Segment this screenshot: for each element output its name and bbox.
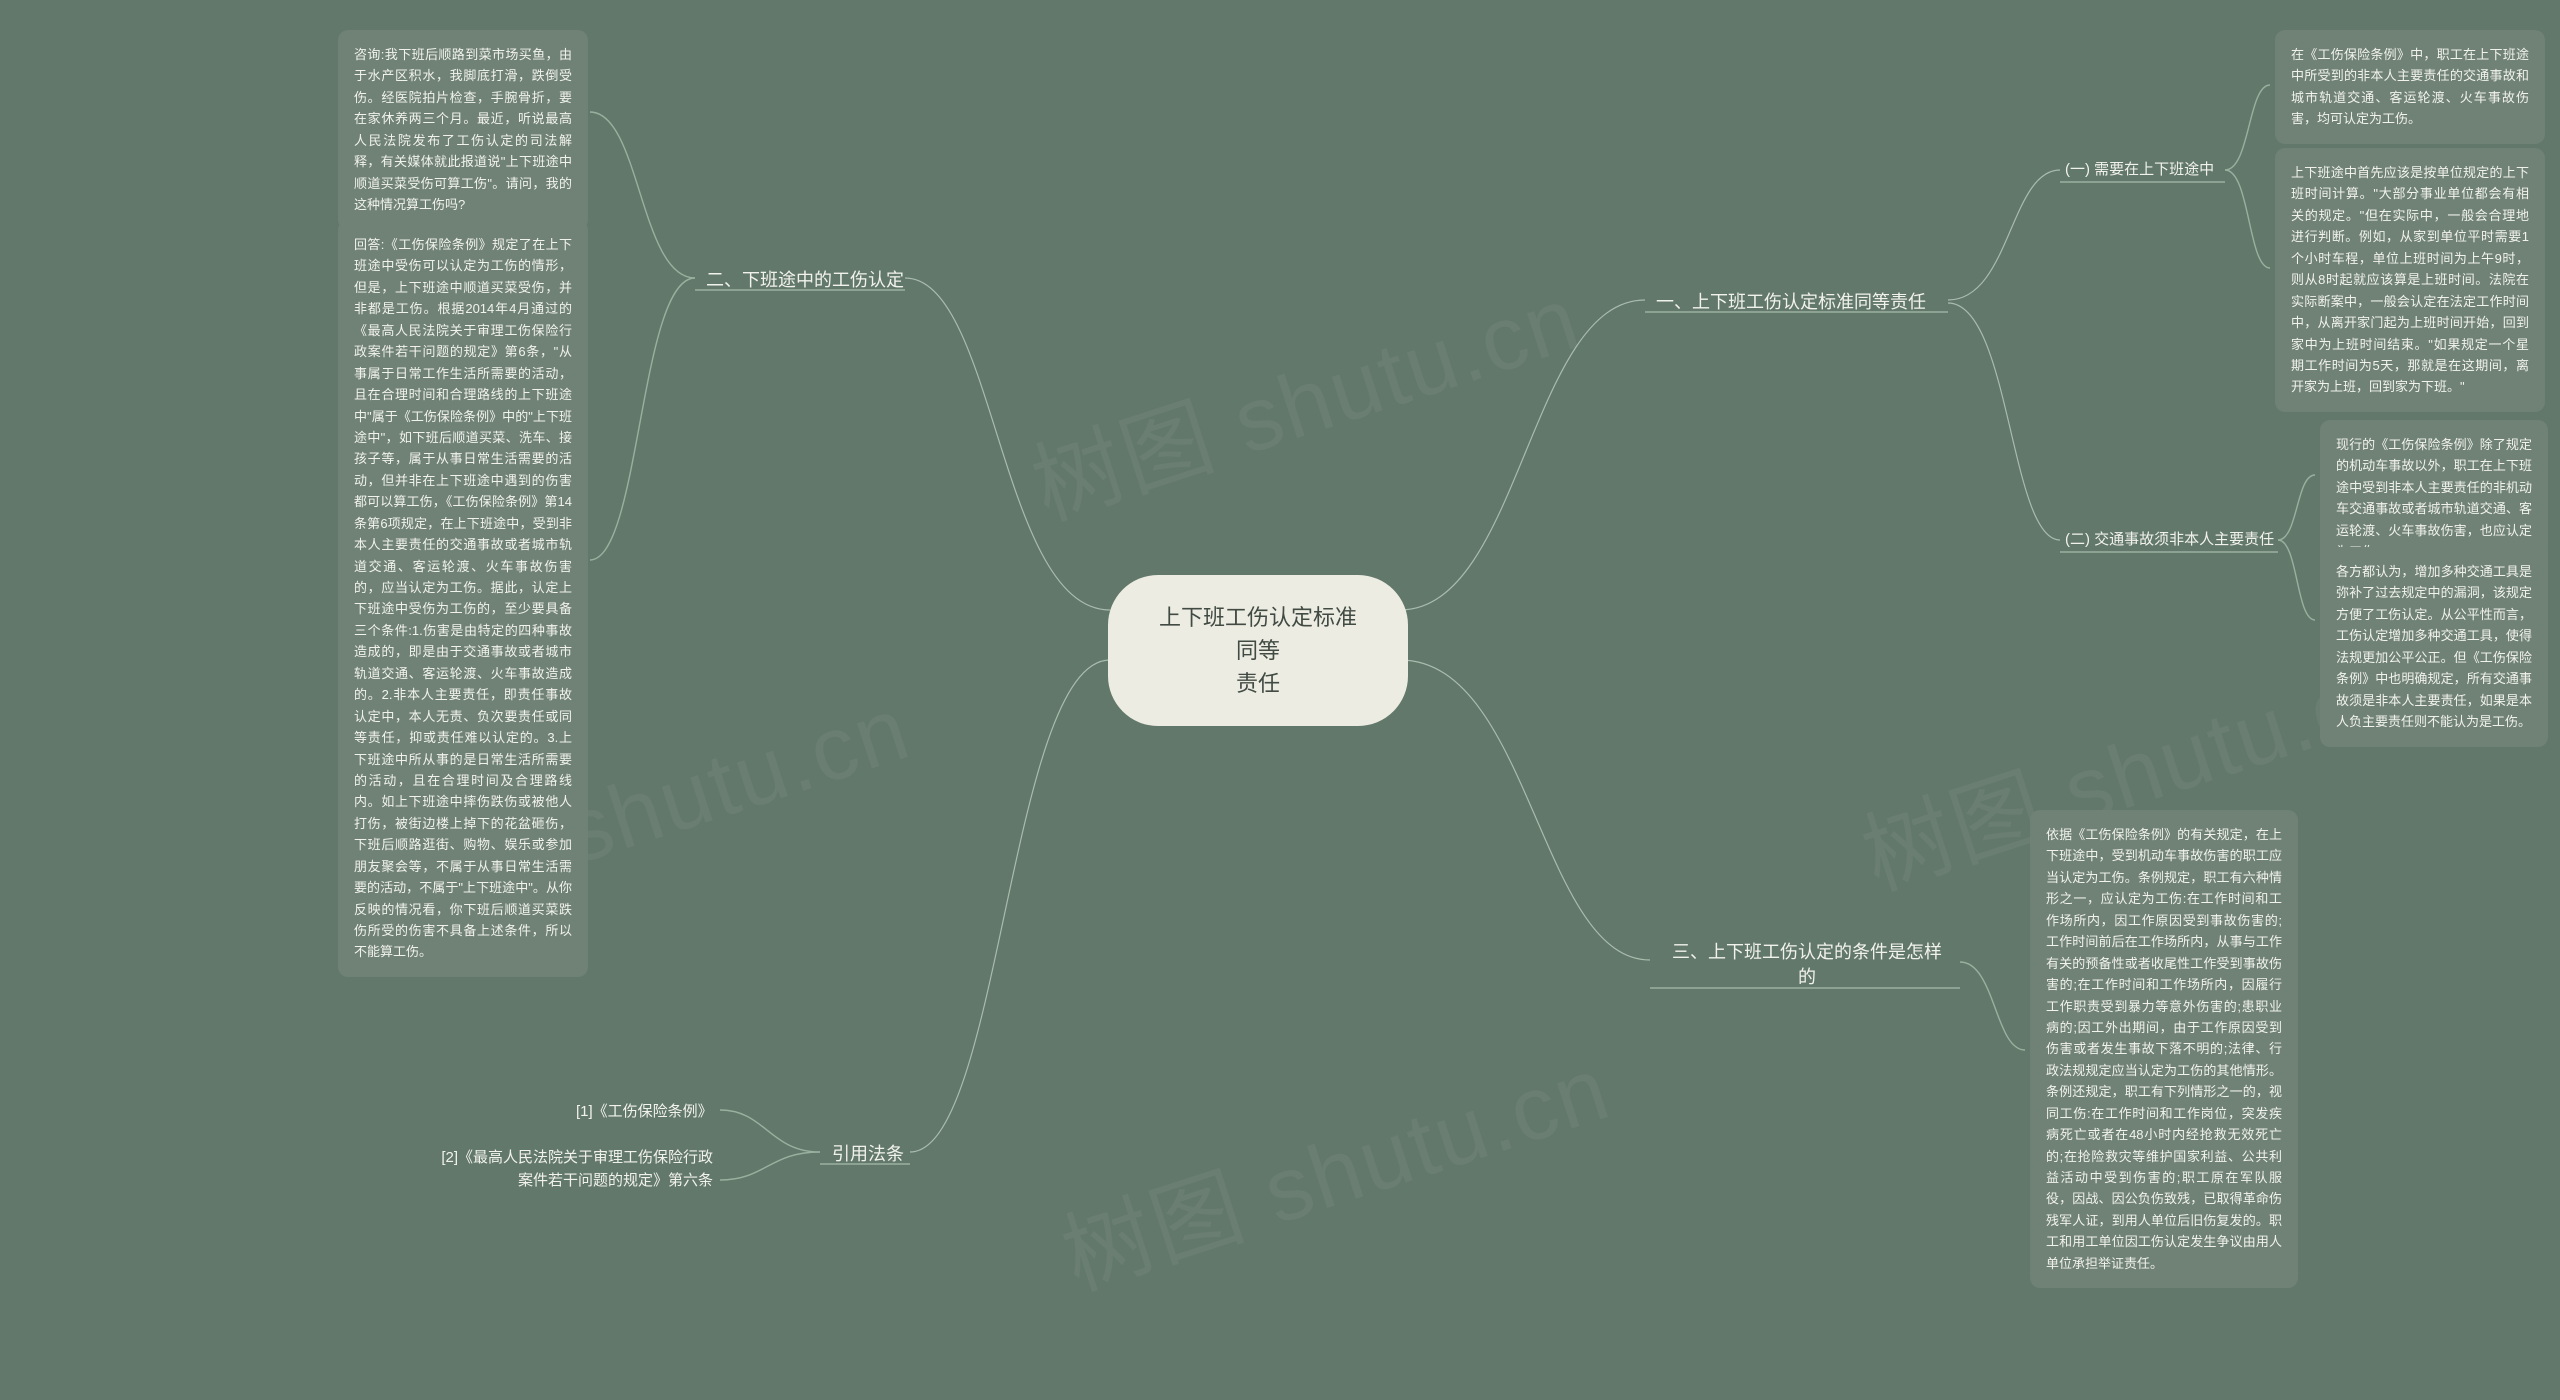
- branch-1-sub-2[interactable]: (二) 交通事故须非本人主要责任: [2065, 528, 2274, 551]
- branch-1[interactable]: 一、上下班工伤认定标准同等责任: [1650, 285, 1932, 321]
- leaf-b1-s1-l2: 上下班途中首先应该是按单位规定的上下班时间计算。"大部分事业单位都会有相关的规定…: [2275, 148, 2545, 412]
- leaf-b2-l1: 咨询:我下班后顺路到菜市场买鱼，由于水产区积水，我脚底打滑，跌倒受伤。经医院拍片…: [338, 30, 588, 230]
- branch-1-sub-1[interactable]: (一) 需要在上下班途中: [2065, 158, 2214, 181]
- leaf-b1-s1-l1: 在《工伤保险条例》中，职工在上下班途中所受到的非本人主要责任的交通事故和城市轨道…: [2275, 30, 2545, 144]
- leaf-b4-l2: [2]《最高人民法院关于审理工伤保险行政案件若干问题的规定》第六条: [432, 1145, 717, 1194]
- branch-3[interactable]: 三、上下班工伤认定的条件是怎样 的: [1657, 940, 1957, 990]
- center-line1: 上下班工伤认定标准同等: [1152, 601, 1364, 667]
- leaf-b2-l2: 回答:《工伤保险条例》规定了在上下班途中受伤可以认定为工伤的情形，但是，上下班途…: [338, 220, 588, 977]
- leaf-b3: 依据《工伤保险条例》的有关规定，在上下班途中，受到机动车事故伤害的职工应当认定为…: [2030, 810, 2298, 1288]
- branch-3-line2: 的: [1657, 965, 1957, 990]
- center-topic[interactable]: 上下班工伤认定标准同等 责任: [1108, 575, 1408, 726]
- watermark: 树图 shutu.cn: [1014, 246, 1594, 545]
- leaf-b4-l1: [1]《工伤保险条例》: [572, 1098, 717, 1125]
- branch-4[interactable]: 引用法条: [826, 1137, 910, 1173]
- watermark: 树图 shutu.cn: [1044, 1016, 1624, 1315]
- center-line2: 责任: [1152, 667, 1364, 700]
- branch-2[interactable]: 二、下班途中的工伤认定: [700, 263, 910, 299]
- branch-3-line1: 三、上下班工伤认定的条件是怎样: [1657, 940, 1957, 965]
- leaf-b1-s2-l2: 各方都认为，增加多种交通工具是弥补了过去规定中的漏洞，该规定方便了工伤认定。从公…: [2320, 547, 2548, 747]
